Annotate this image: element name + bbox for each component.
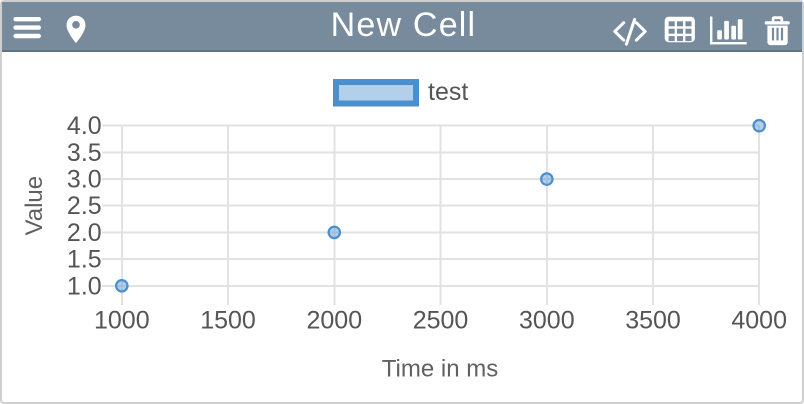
svg-text:1.0: 1.0 xyxy=(67,272,102,300)
svg-text:2.0: 2.0 xyxy=(67,219,102,247)
svg-text:3500: 3500 xyxy=(625,307,681,335)
svg-text:1.5: 1.5 xyxy=(67,246,102,274)
svg-text:4.0: 4.0 xyxy=(67,112,102,140)
svg-text:4000: 4000 xyxy=(731,307,787,335)
svg-text:3000: 3000 xyxy=(519,307,575,335)
svg-text:3.5: 3.5 xyxy=(67,139,102,167)
svg-text:2.5: 2.5 xyxy=(67,192,102,220)
svg-text:test: test xyxy=(428,78,468,106)
svg-text:3.0: 3.0 xyxy=(67,166,102,194)
svg-text:1500: 1500 xyxy=(200,307,256,335)
svg-text:Value: Value xyxy=(21,176,48,236)
svg-text:Time in ms: Time in ms xyxy=(382,355,498,382)
svg-text:2000: 2000 xyxy=(306,307,362,335)
svg-text:1000: 1000 xyxy=(94,307,150,335)
svg-text:2500: 2500 xyxy=(413,307,469,335)
